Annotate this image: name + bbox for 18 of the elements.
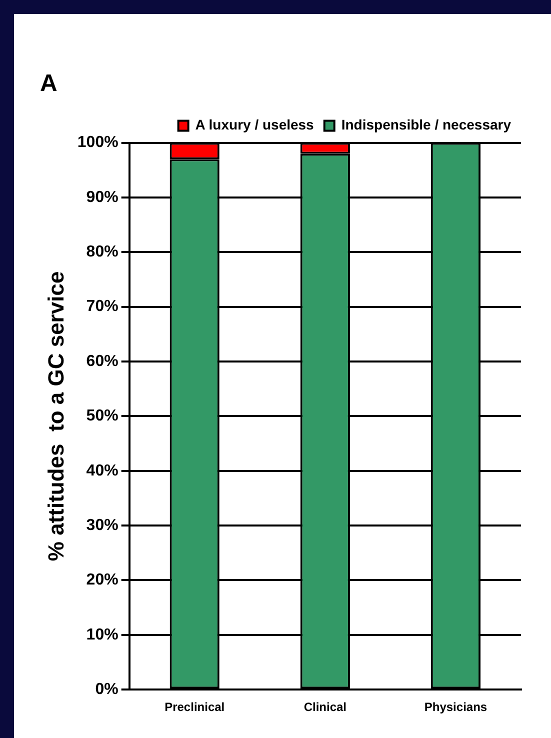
legend-label: A luxury / useless xyxy=(195,116,314,133)
y-tick-label: 20% xyxy=(86,572,118,589)
y-tick-label: 60% xyxy=(86,352,118,370)
x-tick-label: Preclinical xyxy=(164,700,225,714)
y-tick-label: 10% xyxy=(86,626,118,644)
y-tick-label: 80% xyxy=(86,244,118,261)
chart-title: A xyxy=(40,70,58,98)
y-tick-label: 0% xyxy=(95,681,118,698)
x-tick-label: Clinical xyxy=(304,700,347,714)
y-tick-label: 50% xyxy=(86,408,118,425)
y-axis-title: % attitudes to a GC service xyxy=(43,271,68,562)
x-tick-label: Physicians xyxy=(424,700,488,714)
y-tick-label: 90% xyxy=(86,188,118,206)
legend-label: Indispensible / necessary xyxy=(341,116,512,133)
y-tick-label: 30% xyxy=(86,516,118,534)
y-tick-label: 100% xyxy=(77,134,118,152)
y-tick-label: 70% xyxy=(86,298,118,316)
y-tick-label: 40% xyxy=(86,462,118,480)
